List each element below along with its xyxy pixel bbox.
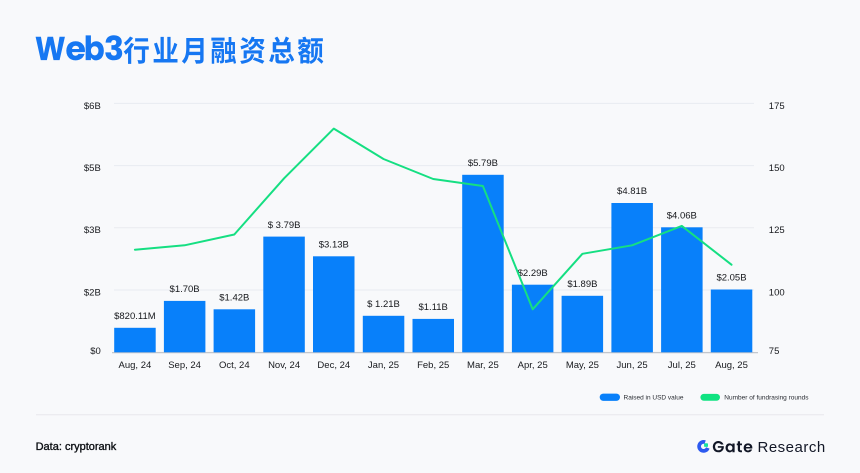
- svg-text:$1.11B: $1.11B: [418, 302, 447, 313]
- svg-text:100: 100: [769, 287, 785, 298]
- svg-text:$4.06B: $4.06B: [667, 211, 697, 222]
- svg-text:$1.70B: $1.70B: [170, 284, 200, 295]
- svg-text:$2.29B: $2.29B: [518, 268, 548, 279]
- svg-text:Number of fundrasing rounds: Number of fundrasing rounds: [724, 395, 809, 402]
- svg-text:Research: Research: [758, 439, 826, 456]
- svg-text:Aug, 25: Aug, 25: [715, 360, 748, 371]
- svg-text:Feb, 25: Feb, 25: [417, 360, 449, 371]
- svg-text:Jul, 25: Jul, 25: [668, 360, 696, 371]
- svg-text:150: 150: [769, 163, 785, 174]
- svg-text:$6B: $6B: [84, 101, 101, 112]
- svg-text:Dec, 24: Dec, 24: [317, 360, 350, 371]
- svg-text:125: 125: [769, 225, 785, 236]
- svg-text:175: 175: [769, 101, 785, 112]
- svg-text:$2.05B: $2.05B: [716, 273, 746, 284]
- svg-text:Mar, 25: Mar, 25: [467, 360, 499, 371]
- svg-text:75: 75: [769, 346, 780, 357]
- svg-text:Sep, 24: Sep, 24: [168, 360, 201, 371]
- svg-text:$ 3.79B: $ 3.79B: [268, 220, 301, 231]
- svg-text:Data: cryptorank: Data: cryptorank: [36, 441, 117, 453]
- svg-text:Jan, 25: Jan, 25: [368, 360, 399, 371]
- svg-text:Jun, 25: Jun, 25: [617, 360, 648, 371]
- svg-text:$5.79B: $5.79B: [468, 158, 498, 169]
- svg-text:$5B: $5B: [84, 163, 101, 174]
- svg-text:Apr, 25: Apr, 25: [518, 360, 548, 371]
- svg-text:$2B: $2B: [84, 287, 101, 298]
- svg-text:$3B: $3B: [84, 225, 101, 236]
- svg-text:$3.13B: $3.13B: [319, 240, 349, 251]
- svg-text:$1.89B: $1.89B: [567, 279, 597, 290]
- svg-text:$ 1.21B: $ 1.21B: [367, 299, 400, 310]
- svg-text:$820.11M: $820.11M: [114, 311, 156, 322]
- svg-text:Nov, 24: Nov, 24: [268, 360, 300, 371]
- svg-text:Raised in USD value: Raised in USD value: [624, 395, 684, 402]
- svg-text:May, 25: May, 25: [566, 360, 599, 371]
- svg-text:$0: $0: [90, 346, 101, 357]
- svg-text:Aug, 24: Aug, 24: [119, 360, 152, 371]
- svg-text:Oct, 24: Oct, 24: [219, 360, 250, 371]
- svg-text:$4.81B: $4.81B: [617, 186, 647, 197]
- svg-text:$1.42B: $1.42B: [219, 293, 249, 304]
